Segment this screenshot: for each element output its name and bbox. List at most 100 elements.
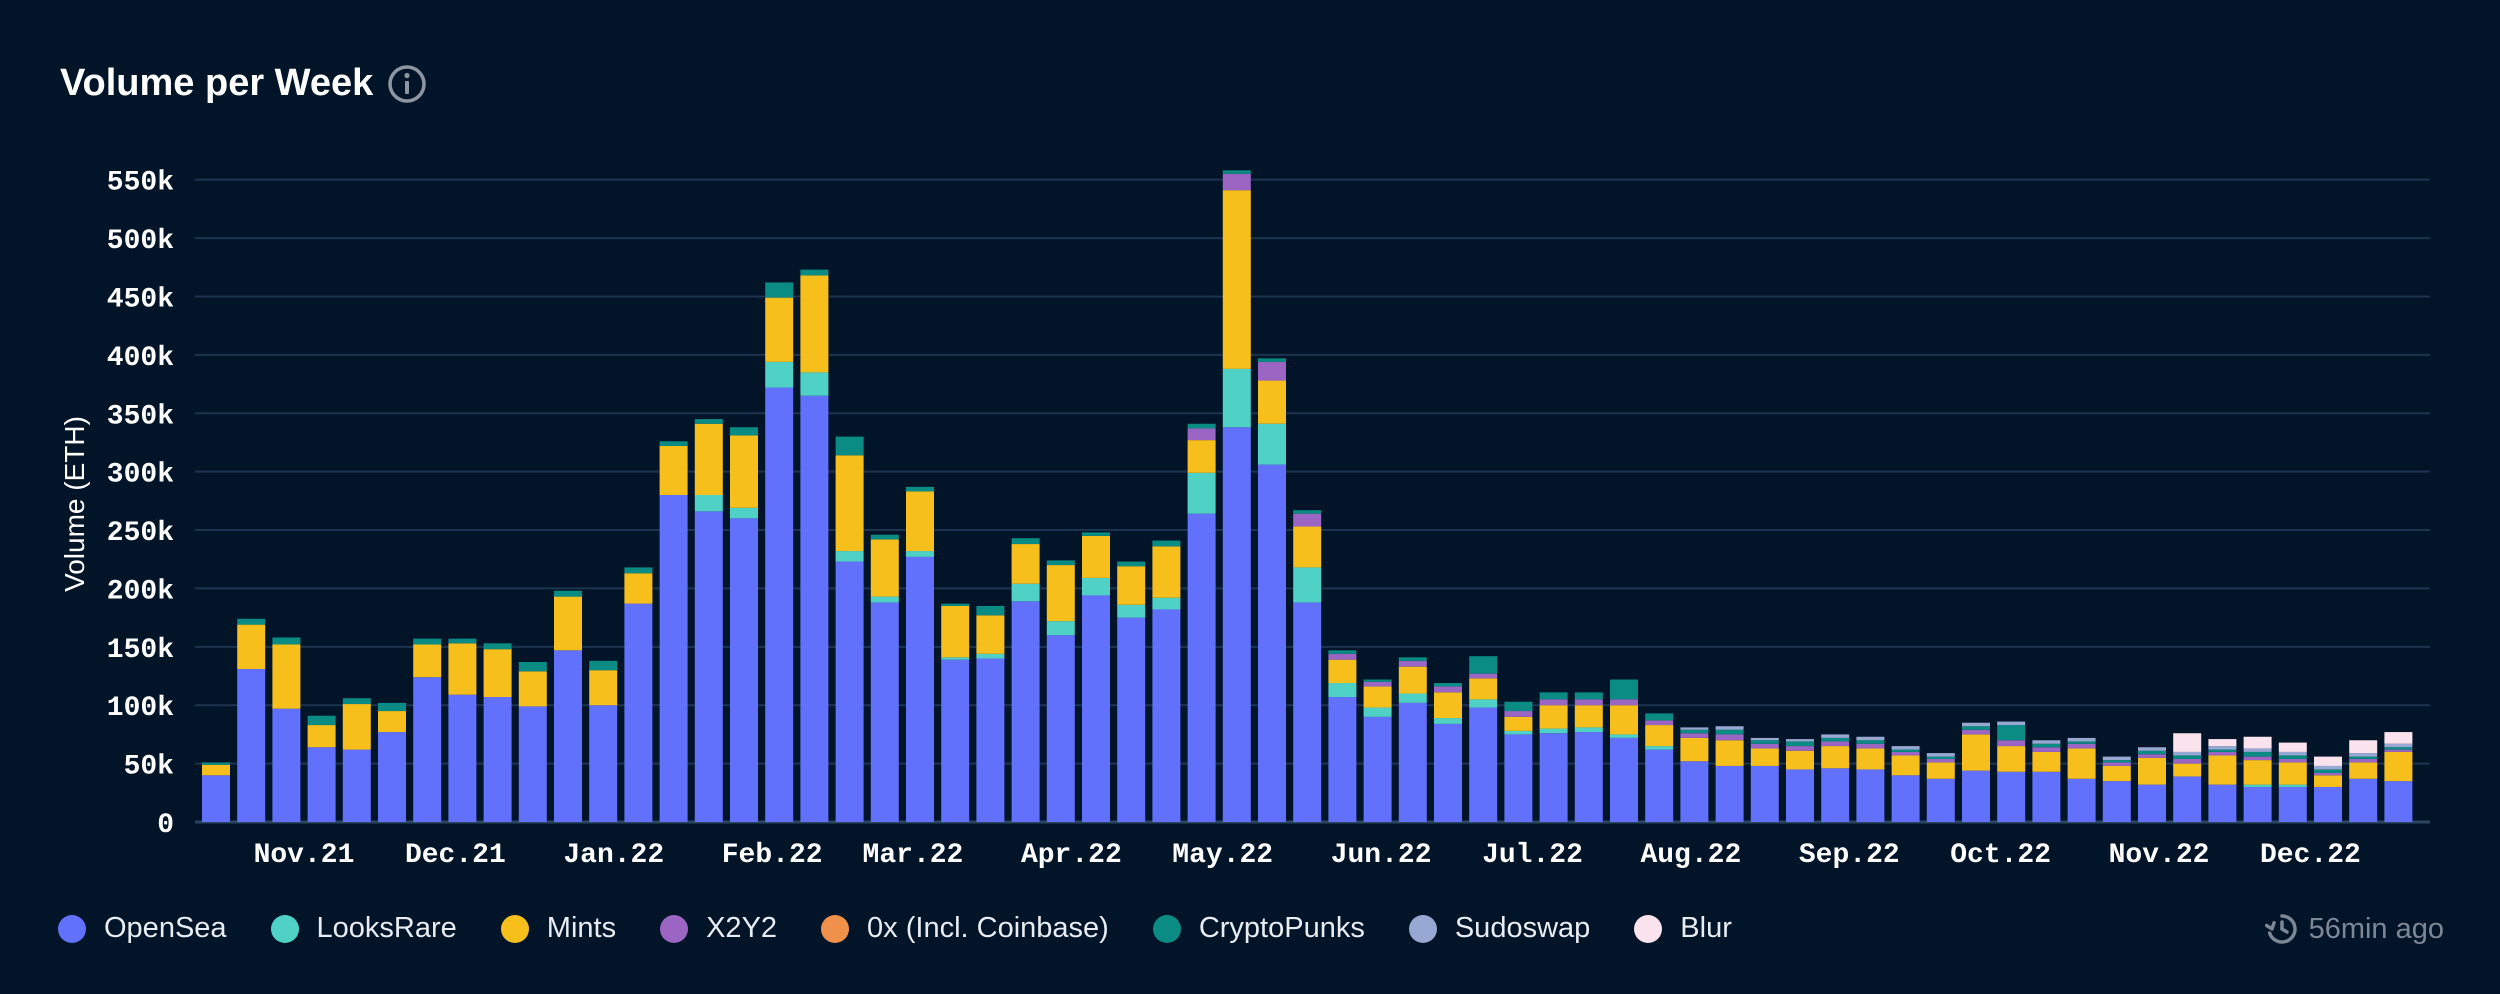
- bar-segment-opensea[interactable]: [1750, 765, 1779, 822]
- bar-segment-cryptopunks[interactable]: [1680, 729, 1709, 734]
- bar-segment-mints[interactable]: [906, 491, 934, 552]
- bar-segment-looksrare[interactable]: [906, 551, 934, 557]
- bar-segment-sudoswap[interactable]: [2138, 747, 2166, 751]
- bar-segment-cryptopunks[interactable]: [1046, 560, 1075, 566]
- bar-segment-x2y2[interactable]: [2173, 758, 2202, 764]
- bar-segment-cryptopunks[interactable]: [2173, 755, 2202, 759]
- bar-segment-x2y2[interactable]: [1504, 711, 1533, 717]
- bar-segment-sudoswap[interactable]: [1750, 737, 1779, 741]
- bar-segment-x2y2[interactable]: [2349, 758, 2378, 763]
- bar-segment-opensea[interactable]: [2314, 786, 2342, 822]
- bar-segment-mints[interactable]: [2138, 757, 2166, 785]
- bar-segment-cryptopunks[interactable]: [1962, 726, 1990, 730]
- bar-segment-opensea[interactable]: [1469, 707, 1498, 822]
- bar-segment-opensea[interactable]: [1398, 702, 1427, 822]
- legend-item[interactable]: X2Y2: [660, 912, 777, 945]
- bar-segment-x2y2[interactable]: [1715, 734, 1744, 741]
- bar-segment-cryptopunks[interactable]: [237, 618, 266, 625]
- bar-segment-mints[interactable]: [1398, 666, 1427, 694]
- bar-segment-opensea[interactable]: [1293, 602, 1322, 822]
- bar-segment-mints[interactable]: [554, 596, 582, 651]
- bar-segment-looksrare[interactable]: [1610, 734, 1638, 738]
- bar-segment-mints[interactable]: [1962, 734, 1990, 771]
- bar-segment-sudoswap[interactable]: [2173, 751, 2202, 756]
- bar-segment-mints[interactable]: [1997, 746, 2026, 772]
- bar-segment-opensea[interactable]: [554, 650, 582, 822]
- legend-item[interactable]: Mints: [500, 912, 616, 945]
- bar-segment-mints[interactable]: [2314, 775, 2342, 787]
- legend-item[interactable]: 0x (Incl. Coinbase): [821, 912, 1109, 945]
- bar-segment-x2y2[interactable]: [1891, 751, 1920, 756]
- bar-segment-looksrare[interactable]: [1117, 604, 1146, 618]
- bar-segment-mints[interactable]: [1187, 440, 1216, 473]
- bar-segment-sudoswap[interactable]: [2208, 746, 2237, 750]
- bar-segment-opensea[interactable]: [941, 659, 970, 822]
- bar-segment-mints[interactable]: [342, 704, 371, 750]
- legend-item[interactable]: Blur: [1634, 912, 1732, 945]
- bar-segment-sudoswap[interactable]: [1926, 753, 1955, 757]
- bar-segment-cryptopunks[interactable]: [1434, 683, 1462, 687]
- bar-segment-mints[interactable]: [202, 764, 230, 776]
- bar-segment-opensea[interactable]: [378, 732, 406, 822]
- bar-segment-opensea[interactable]: [659, 495, 688, 822]
- bar-segment-x2y2[interactable]: [2067, 743, 2096, 749]
- bar-segment-x2y2[interactable]: [1328, 653, 1357, 660]
- bar-segment-cryptopunks[interactable]: [659, 441, 688, 446]
- bar-segment-blur[interactable]: [2173, 733, 2202, 752]
- bar-segment-sudoswap[interactable]: [1856, 736, 1885, 741]
- bar-segment-opensea[interactable]: [1997, 771, 2026, 822]
- bar-segment-looksrare[interactable]: [2278, 784, 2307, 787]
- bar-segment-cryptopunks[interactable]: [1398, 657, 1427, 661]
- bar-segment-cryptopunks[interactable]: [2314, 769, 2342, 773]
- bar-segment-opensea[interactable]: [1434, 723, 1462, 822]
- bar-segment-x2y2[interactable]: [1293, 513, 1322, 527]
- bar-segment-mints[interactable]: [730, 435, 758, 508]
- bar-segment-cryptopunks[interactable]: [941, 603, 970, 606]
- bar-segment-cryptopunks[interactable]: [413, 638, 442, 645]
- bar-segment-mints[interactable]: [413, 644, 442, 678]
- bar-segment-cryptopunks[interactable]: [589, 660, 618, 671]
- bar-segment-looksrare[interactable]: [765, 361, 794, 388]
- bar-segment-sudoswap[interactable]: [2102, 756, 2131, 761]
- bar-segment-opensea[interactable]: [2138, 784, 2166, 822]
- bar-segment-x2y2[interactable]: [1997, 740, 2026, 747]
- bar-segment-mints[interactable]: [1011, 544, 1040, 584]
- bar-segment-x2y2[interactable]: [2278, 758, 2307, 763]
- bar-segment-opensea[interactable]: [202, 775, 230, 822]
- bar-segment-opensea[interactable]: [2067, 778, 2096, 822]
- bar-segment-looksrare[interactable]: [1011, 583, 1040, 602]
- bar-segment-mints[interactable]: [1680, 737, 1709, 762]
- bar-segment-mints[interactable]: [1434, 692, 1462, 719]
- bar-segment-opensea[interactable]: [870, 602, 899, 822]
- bar-segment-cryptopunks[interactable]: [906, 486, 934, 492]
- bar-segment-cryptopunks[interactable]: [1539, 692, 1568, 700]
- bar-segment-x2y2[interactable]: [1469, 673, 1498, 679]
- bar-segment-looksrare[interactable]: [1434, 718, 1462, 724]
- bar-segment-mints[interactable]: [2067, 748, 2096, 779]
- bar-segment-mints[interactable]: [870, 539, 899, 597]
- bar-segment-x2y2[interactable]: [1786, 746, 1814, 751]
- bar-segment-cryptopunks[interactable]: [342, 698, 371, 705]
- bar-segment-cryptopunks[interactable]: [1258, 358, 1286, 362]
- bar-segment-x2y2[interactable]: [1187, 428, 1216, 441]
- bar-segment-mints[interactable]: [307, 725, 336, 748]
- bar-segment-cryptopunks[interactable]: [1715, 729, 1744, 735]
- bar-segment-cryptopunks[interactable]: [1821, 737, 1850, 742]
- bar-segment-opensea[interactable]: [2208, 784, 2237, 822]
- bar-segment-cryptopunks[interactable]: [448, 638, 477, 644]
- bar-segment-opensea[interactable]: [1539, 733, 1568, 822]
- bar-segment-cryptopunks[interactable]: [307, 715, 336, 726]
- bar-segment-mints[interactable]: [237, 624, 266, 670]
- bar-segment-cryptopunks[interactable]: [1645, 713, 1674, 721]
- bar-segment-looksrare[interactable]: [1046, 621, 1075, 636]
- bar-segment-looksrare[interactable]: [1574, 727, 1603, 733]
- bar-segment-mints[interactable]: [1926, 762, 1955, 779]
- bar-segment-x2y2[interactable]: [1856, 743, 1885, 749]
- bar-segment-opensea[interactable]: [272, 708, 301, 822]
- bar-segment-opensea[interactable]: [2349, 778, 2378, 822]
- bar-segment-opensea[interactable]: [1504, 734, 1533, 822]
- bar-segment-mints[interactable]: [1856, 748, 1885, 770]
- bar-segment-opensea[interactable]: [694, 511, 723, 822]
- bar-segment-cryptopunks[interactable]: [976, 605, 1005, 616]
- bar-segment-cryptopunks[interactable]: [2102, 760, 2131, 763]
